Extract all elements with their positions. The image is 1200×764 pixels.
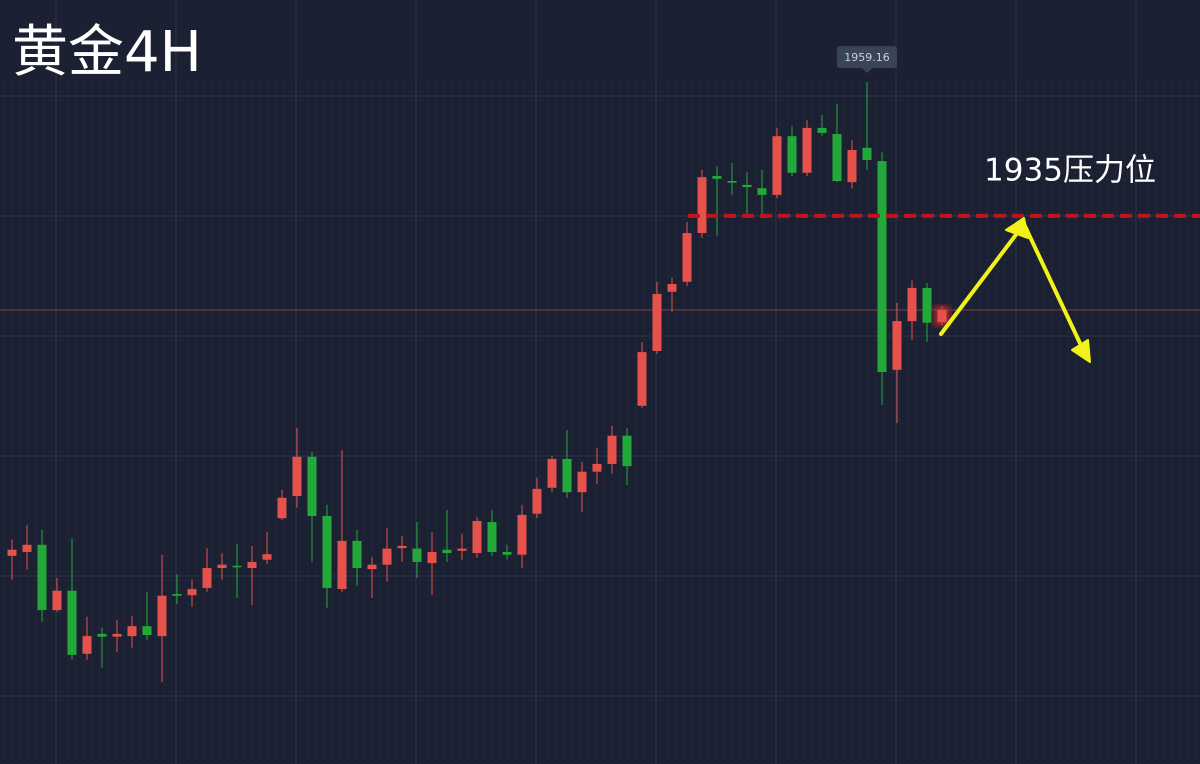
candle-body [367,564,377,570]
high-tag-label: 1959.16 [844,51,890,64]
candle-body [127,626,137,637]
candle-body [157,595,167,637]
candle-body [667,284,677,292]
candle-body [517,514,527,555]
candle-body [427,551,437,564]
candle-body [877,161,887,373]
candle-body [442,549,452,554]
candle-body [652,293,662,351]
candle-body [397,545,407,549]
candle-body [742,184,752,188]
candle-body [757,188,767,195]
projection-arrows [939,217,1091,363]
candle-body [382,548,392,565]
candle-body [67,590,77,655]
high-tag-pointer [862,68,872,74]
candle-body [487,522,497,552]
map-pattern [0,80,1200,764]
candle-body [202,568,212,588]
candle-body [772,136,782,195]
candle-body [907,287,917,322]
high-tag [837,46,897,69]
candle-body [247,561,257,569]
candle-body [52,590,62,611]
candle-body [142,626,152,636]
candle-body [712,176,722,179]
candle-body [832,133,842,182]
candle-body [532,488,542,514]
candle-body [37,544,47,611]
candle-body [217,564,227,569]
candle-body [352,540,362,569]
candle-body [457,548,467,551]
candle-body [847,150,857,183]
candle-body [577,471,587,493]
candle-body [547,458,557,488]
candle-body [337,540,347,590]
candle-body [292,456,302,497]
candle-body [922,287,932,323]
candle-body [622,435,632,467]
candle-body [322,515,332,588]
candle-body [112,633,122,637]
candle-body [97,633,107,637]
candle-body [412,548,422,562]
candle-body [22,544,32,552]
candle-body [697,177,707,234]
candle-body [637,352,647,406]
candle-body [82,636,92,654]
candle-body [187,589,197,596]
candle-body [727,181,737,183]
candle-body [262,554,272,560]
candle-body [592,463,602,472]
candle-body [502,551,512,555]
candle-body [562,458,572,493]
candle-body [937,310,947,323]
candle-body [682,233,692,282]
candle-body [607,435,617,464]
candle-body [892,321,902,370]
candle-body [787,136,797,173]
candle-body [277,497,287,519]
candles: 1959.16 [0,46,1200,683]
candle-body [817,127,827,133]
candle-body [7,549,17,556]
candle-body [862,147,872,160]
candle-body [472,520,482,554]
candle-body [307,456,317,516]
chart-title: 黄金4H [12,20,202,85]
resistance-label: 1935压力位 [984,153,1156,189]
candle-body [172,594,182,596]
candle-body [232,565,242,568]
candle-body [802,127,812,173]
